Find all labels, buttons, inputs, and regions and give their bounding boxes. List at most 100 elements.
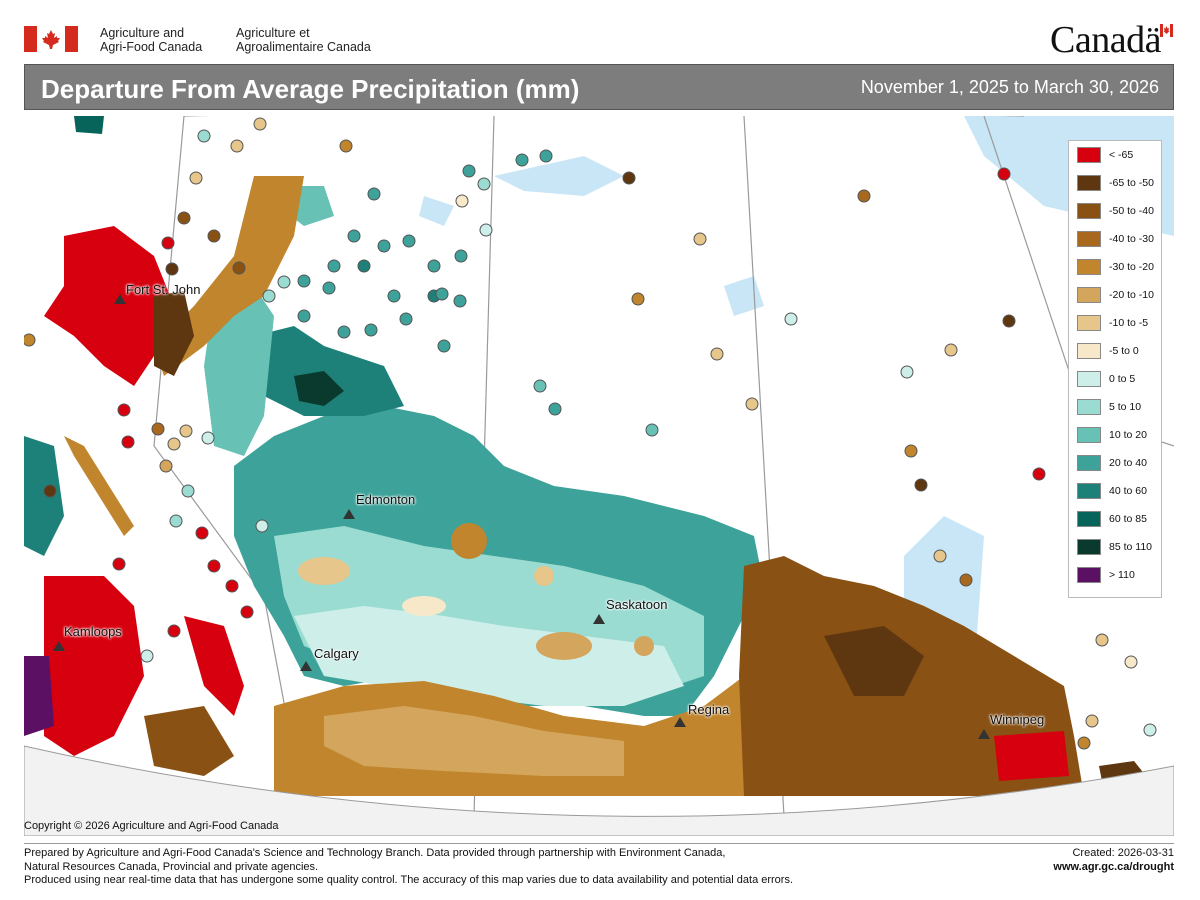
legend-swatch: [1077, 567, 1101, 583]
dry-pockets: [298, 523, 654, 660]
station-dot: [189, 171, 203, 185]
station-dot: [357, 259, 371, 273]
station-dot: [140, 649, 154, 663]
city-label-edmonton: Edmonton: [356, 492, 416, 507]
legend-label: 20 to 40: [1109, 457, 1147, 469]
small-lake-water: [419, 196, 454, 226]
northern-alberta-very-wet: [294, 371, 344, 406]
station-dot: [1002, 314, 1016, 328]
station-dot: [399, 312, 413, 326]
station-dot: [151, 422, 165, 436]
title-bar: Departure From Average Precipitation (mm…: [24, 64, 1174, 110]
station-dot: [339, 139, 353, 153]
station-dot: [944, 343, 958, 357]
station-dot: [253, 117, 267, 131]
northeast-bc-dry-edge: [154, 291, 194, 376]
canada-wordmark: Canadä: [1050, 19, 1161, 61]
city-label-kamloops: Kamloops: [64, 624, 122, 639]
legend-label: 10 to 20: [1109, 429, 1147, 441]
station-dot: [997, 167, 1011, 181]
dry-pocket-circle: [534, 566, 554, 586]
fort-st-john-marker-icon: [114, 294, 126, 304]
station-dot: [201, 431, 215, 445]
station-dot: [179, 424, 193, 438]
station-dot: [207, 559, 221, 573]
station-dot: [197, 129, 211, 143]
station-dot: [117, 403, 131, 417]
department-name-en-line1: Agriculture and: [100, 26, 185, 40]
station-dot: [857, 189, 871, 203]
legend-swatch: [1077, 287, 1101, 303]
legend-label: -30 to -20: [1109, 261, 1154, 273]
southeast-manitoba-very-dry: [994, 731, 1069, 781]
legend-label: 5 to 10: [1109, 401, 1142, 413]
bc-south-dry: [144, 706, 234, 776]
bc-valley-strip: [64, 436, 134, 536]
station-dot: [377, 239, 391, 253]
southern-bc-very-dry: [44, 576, 144, 756]
station-dot: [533, 379, 547, 393]
map-title: Departure From Average Precipitation (mm…: [41, 74, 580, 104]
map-bottom-mask: [24, 745, 1174, 836]
legend-swatch: [1077, 343, 1101, 359]
station-dot: [232, 261, 246, 275]
station-dot: [159, 459, 173, 473]
bc-teal-strip: [24, 436, 64, 556]
station-dot: [435, 287, 449, 301]
station-dot: [479, 223, 493, 237]
station-dot: [402, 234, 416, 248]
city-label-regina: Regina: [688, 702, 730, 717]
legend-label: -65 to -50: [1109, 177, 1154, 189]
legend-swatch: [1077, 203, 1101, 219]
station-dot: [297, 309, 311, 323]
station-dot: [900, 365, 914, 379]
legend-label: > 110: [1109, 569, 1135, 581]
station-dot: [904, 444, 918, 458]
station-dot: [165, 262, 179, 276]
station-dot: [1077, 736, 1091, 750]
station-dot: [240, 605, 254, 619]
legend-label: 0 to 5: [1109, 373, 1136, 385]
station-dot: [167, 437, 181, 451]
drought-url-link[interactable]: www.agr.gc.ca/drought: [1053, 860, 1174, 873]
station-dot: [631, 292, 645, 306]
winnipeg-marker-icon: [978, 729, 990, 739]
precipitation-map: Fort St. John Edmonton Saskatoon Kamloop…: [24, 116, 1174, 836]
station-dot: [207, 229, 221, 243]
station-dot: [1032, 467, 1046, 481]
page-footer: Prepared by Agriculture and Agri-Food Ca…: [24, 843, 1174, 894]
station-dot: [121, 435, 135, 449]
station-dot: [515, 153, 529, 167]
station-dot: [225, 579, 239, 593]
calgary-marker-icon: [300, 661, 312, 671]
station-dot: [539, 149, 553, 163]
legend-label: -5 to 0: [1109, 345, 1139, 357]
bc-coast-wet: [24, 656, 54, 736]
legend-label: 60 to 85: [1109, 513, 1147, 525]
station-dot: [693, 232, 707, 246]
station-dot: [745, 397, 759, 411]
southern-dry-lighter: [324, 706, 624, 776]
footer-line-1: Prepared by Agriculture and Agri-Food Ca…: [24, 847, 726, 859]
station-dot: [622, 171, 636, 185]
canada-flag-icon: [24, 26, 78, 52]
department-name-en-line2: Agri-Food Canada: [100, 40, 203, 54]
station-dot: [453, 294, 467, 308]
lake-athabasca-water: [494, 156, 624, 196]
station-dot: [327, 259, 341, 273]
legend-label: 40 to 60: [1109, 485, 1147, 497]
station-dot: [710, 347, 724, 361]
station-dots: [24, 117, 1157, 750]
legend-swatch: [1077, 539, 1101, 555]
copyright-notice: Copyright © 2026 Agriculture and Agri-Fo…: [24, 820, 279, 832]
wet-anomaly-near-zero: [294, 606, 684, 706]
legend-swatch: [1077, 259, 1101, 275]
station-dot: [297, 274, 311, 288]
station-dot: [367, 187, 381, 201]
department-name-english: Agriculture and Agri-Food Canada: [100, 26, 202, 54]
legend-swatch: [1077, 315, 1101, 331]
station-dot: [161, 236, 175, 250]
legend-label: -20 to -10: [1109, 289, 1154, 301]
department-name-fr-line2: Agroalimentaire Canada: [236, 40, 371, 54]
legend-label: 85 to 110: [1109, 541, 1153, 553]
